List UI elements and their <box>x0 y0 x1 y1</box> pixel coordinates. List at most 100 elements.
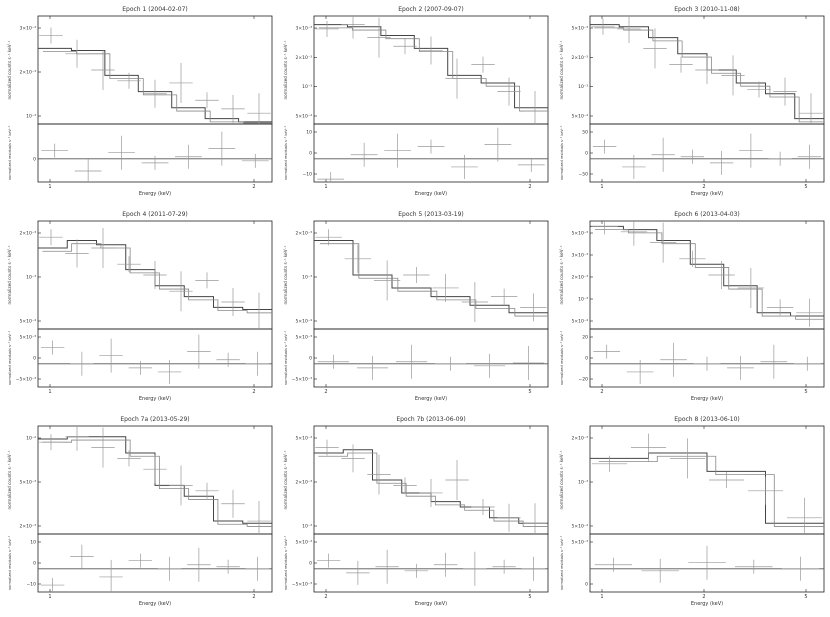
residual-point <box>660 342 687 377</box>
residual-point <box>108 135 135 170</box>
residual-y-axis-label: normalized residuals s⁻¹ keV⁻¹ <box>8 330 12 385</box>
x-tick-label: 2 <box>252 594 255 600</box>
residual-point <box>141 155 169 170</box>
model-step-line-2 <box>319 27 548 112</box>
x-tick-label: 2 <box>600 389 603 395</box>
y-tick-label: 2×10⁻³ <box>19 524 36 530</box>
residual-point <box>208 131 236 166</box>
y-tick-label: 10⁻² <box>26 436 36 442</box>
residual-point <box>693 356 721 371</box>
chart-panel-7: Epoch 7a (2013-05-29) normalized counts s… <box>7 416 273 607</box>
data-point <box>721 55 745 96</box>
residual-y-tick-label: 0 <box>33 156 36 162</box>
data-point <box>643 28 667 69</box>
y-tick-label: 10⁻³ <box>578 84 588 90</box>
chart-title: Epoch 3 (2010-11-08) <box>674 6 740 13</box>
data-point <box>695 56 719 84</box>
data-point <box>471 499 495 515</box>
residual-point <box>492 559 516 574</box>
data-point <box>591 18 615 35</box>
y-tick-label: 5×10⁻⁴ <box>19 319 36 325</box>
residual-frame <box>313 328 549 388</box>
x-tick-label: 5 <box>804 594 807 600</box>
model-step-line-2 <box>43 51 272 124</box>
residual-point <box>356 355 389 380</box>
residual-point <box>473 353 506 378</box>
data-point <box>747 476 784 505</box>
chart-panel-6: Epoch 6 (2013-04-03) normalized counts s⁻… <box>559 211 825 402</box>
residual-point <box>760 344 788 379</box>
y-tick-label: 2×10⁻³ <box>295 231 312 237</box>
data-point <box>393 477 417 494</box>
residual-y-tick-label: −5×10⁻³ <box>16 377 37 383</box>
data-point <box>221 288 245 316</box>
data-point <box>315 439 339 456</box>
data-point <box>419 36 443 65</box>
chart-panel-9: Epoch 8 (2013-06-10) normalized counts s⁻… <box>559 416 825 607</box>
data-point <box>143 455 167 484</box>
y-axis-label: normalized counts s⁻¹ keV⁻¹ <box>559 450 564 509</box>
y-tick-label: 10⁻³ <box>302 524 312 530</box>
residual-point <box>157 556 182 581</box>
residual-frame <box>37 328 273 388</box>
residual-point <box>626 359 654 384</box>
chart-panel-8: Epoch 7b (2013-06-09) normalized counts s… <box>283 416 549 607</box>
data-point <box>403 267 430 283</box>
data-point <box>649 222 677 263</box>
x-tick-label: 1 <box>48 389 51 395</box>
residual-y-tick-label: −5×10⁻³ <box>292 582 313 588</box>
residual-point <box>594 557 633 572</box>
y-axis-label: normalized counts s⁻¹ keV⁻¹ <box>283 245 288 304</box>
residual-point <box>680 149 705 164</box>
residual-point <box>317 354 350 369</box>
x-tick-label: 5 <box>804 389 807 395</box>
data-point <box>169 62 193 103</box>
residual-point <box>245 556 270 581</box>
y-tick-label: 5×10⁻⁴ <box>571 114 588 120</box>
y-tick-label: 5×10⁻³ <box>571 26 588 32</box>
data-point <box>737 267 765 308</box>
y-tick-label: 10⁻³ <box>578 297 588 303</box>
model-step-line-2 <box>594 27 824 123</box>
data-point <box>747 81 771 98</box>
chart-panel-4: Epoch 4 (2011-07-29) normalized counts s⁻… <box>7 211 273 402</box>
residual-point <box>241 153 269 168</box>
y-tick-label: 2×10⁻³ <box>295 55 312 61</box>
chart-panel-2: Epoch 2 (2007-09-07) normalized counts s⁻… <box>283 6 549 197</box>
residual-point <box>727 355 754 380</box>
x-axis-label: Energy (keV) <box>415 191 447 197</box>
residual-point <box>384 133 411 168</box>
y-axis-label: normalized counts s⁻¹ keV⁻¹ <box>559 245 564 304</box>
residual-y-tick-label: 0 <box>309 356 312 362</box>
y-tick-label: 5×10⁻³ <box>295 436 312 442</box>
x-axis-label: Energy (keV) <box>139 396 171 402</box>
residual-y-tick-label: 20 <box>582 335 588 341</box>
data-point <box>117 450 141 467</box>
residual-y-tick-label: 5×10⁻³ <box>295 335 312 341</box>
x-axis-label: Energy (keV) <box>139 191 171 197</box>
data-point <box>523 91 547 124</box>
chart-panel-1: Epoch 1 (2004-02-07) normalized counts s⁻… <box>7 6 273 197</box>
residual-point <box>404 563 429 578</box>
x-tick-label: 5 <box>528 389 531 395</box>
residual-point <box>768 151 792 166</box>
x-tick-label: 2 <box>324 594 327 600</box>
residual-y-axis-label: normalized residuals s⁻¹ keV⁻¹ <box>8 535 12 590</box>
data-point <box>247 501 271 534</box>
y-tick-label: 10⁻³ <box>26 114 36 120</box>
x-tick-label: 5 <box>804 184 807 190</box>
data-point <box>766 299 794 316</box>
residual-point <box>245 351 270 376</box>
data-point <box>471 56 495 73</box>
data-point <box>195 482 219 499</box>
chart-panel-3: Epoch 3 (2010-11-08) normalized counts s⁻… <box>559 6 825 197</box>
model-step-line-2 <box>598 455 824 527</box>
x-tick-label: 2 <box>702 184 705 190</box>
residual-y-tick-label: 0 <box>585 582 588 588</box>
data-point <box>367 17 391 58</box>
residual-y-tick-label: −10 <box>27 582 37 588</box>
residual-point <box>651 137 675 172</box>
x-axis-label: Energy (keV) <box>139 601 171 607</box>
data-point <box>367 454 391 495</box>
model-step-line-2 <box>595 229 824 320</box>
